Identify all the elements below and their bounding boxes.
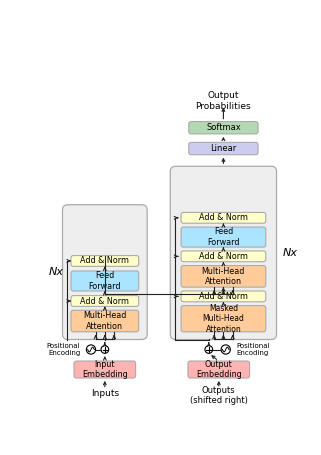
Text: Input
Embedding: Input Embedding <box>82 360 128 379</box>
Text: Feed
Forward: Feed Forward <box>207 228 240 247</box>
Text: Output
Embedding: Output Embedding <box>196 360 242 379</box>
Text: Add & Norm: Add & Norm <box>199 252 248 261</box>
Text: Add & Norm: Add & Norm <box>199 213 248 222</box>
FancyBboxPatch shape <box>71 256 139 266</box>
Text: Add & Norm: Add & Norm <box>199 292 248 301</box>
Text: Multi-Head
Attention: Multi-Head Attention <box>83 311 126 331</box>
FancyBboxPatch shape <box>181 291 266 302</box>
FancyBboxPatch shape <box>189 121 258 134</box>
Text: Masked
Multi-Head
Attention: Masked Multi-Head Attention <box>203 304 244 334</box>
FancyBboxPatch shape <box>181 251 266 262</box>
Text: Inputs: Inputs <box>91 389 119 398</box>
Text: Positional
Encoding: Positional Encoding <box>237 343 270 356</box>
FancyBboxPatch shape <box>71 271 139 291</box>
Text: Add & Norm: Add & Norm <box>80 297 129 305</box>
FancyBboxPatch shape <box>71 310 139 332</box>
FancyBboxPatch shape <box>181 227 266 247</box>
Text: Multi-Head
Attention: Multi-Head Attention <box>202 267 245 286</box>
Text: Nx: Nx <box>49 267 64 277</box>
FancyBboxPatch shape <box>189 142 258 155</box>
Text: Add & Norm: Add & Norm <box>80 257 129 265</box>
FancyBboxPatch shape <box>170 166 277 339</box>
Text: Linear: Linear <box>210 144 237 153</box>
FancyBboxPatch shape <box>181 306 266 332</box>
FancyBboxPatch shape <box>181 212 266 223</box>
Text: Softmax: Softmax <box>206 123 241 132</box>
FancyBboxPatch shape <box>181 266 266 287</box>
FancyBboxPatch shape <box>74 361 136 378</box>
Text: Output
Probabilities: Output Probabilities <box>195 91 251 111</box>
FancyBboxPatch shape <box>71 296 139 306</box>
Text: Positional
Encoding: Positional Encoding <box>47 343 80 356</box>
Text: Outputs
(shifted right): Outputs (shifted right) <box>190 386 248 405</box>
FancyBboxPatch shape <box>188 361 250 378</box>
FancyBboxPatch shape <box>63 205 147 339</box>
Text: Feed
Forward: Feed Forward <box>89 271 121 291</box>
Text: Nx: Nx <box>283 248 298 258</box>
